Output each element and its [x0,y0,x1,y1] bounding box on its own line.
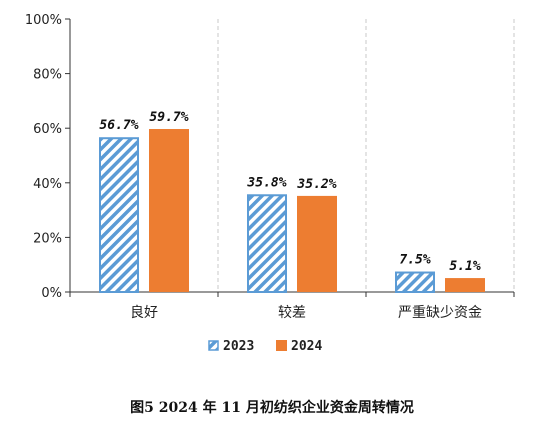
y-tick-label: 100% [25,13,62,28]
y-tick-label: 80% [33,68,62,83]
bar-2024 [445,278,485,292]
bar-2023 [99,137,139,293]
data-label: 5.1% [449,259,480,274]
y-tick-label: 40% [33,177,62,192]
data-label: 35.8% [246,175,286,190]
data-label: 59.7% [149,110,188,125]
bar-2023 [395,271,435,293]
data-label: 7.5% [399,253,430,268]
y-tick-label: 60% [33,122,62,137]
y-tick-label: 0% [41,286,62,301]
legend-swatch-2023 [208,340,219,351]
category-label: 良好 [130,305,158,321]
bar-2024 [297,195,337,292]
y-tick-label: 20% [33,231,62,246]
figure-caption: 图5 2024 年 11 月初纺织企业资金周转情况 [130,399,414,416]
legend-label-2024: 2024 [291,339,322,354]
bar-2024 [149,129,189,292]
bar-2023 [247,194,287,294]
category-label: 严重缺少资金 [398,305,482,321]
data-label: 35.2% [296,177,336,192]
legend-label-2023: 2023 [223,339,254,354]
category-label: 较差 [278,305,306,321]
data-label: 56.7% [99,118,138,133]
legend-swatch-2024 [276,340,287,351]
